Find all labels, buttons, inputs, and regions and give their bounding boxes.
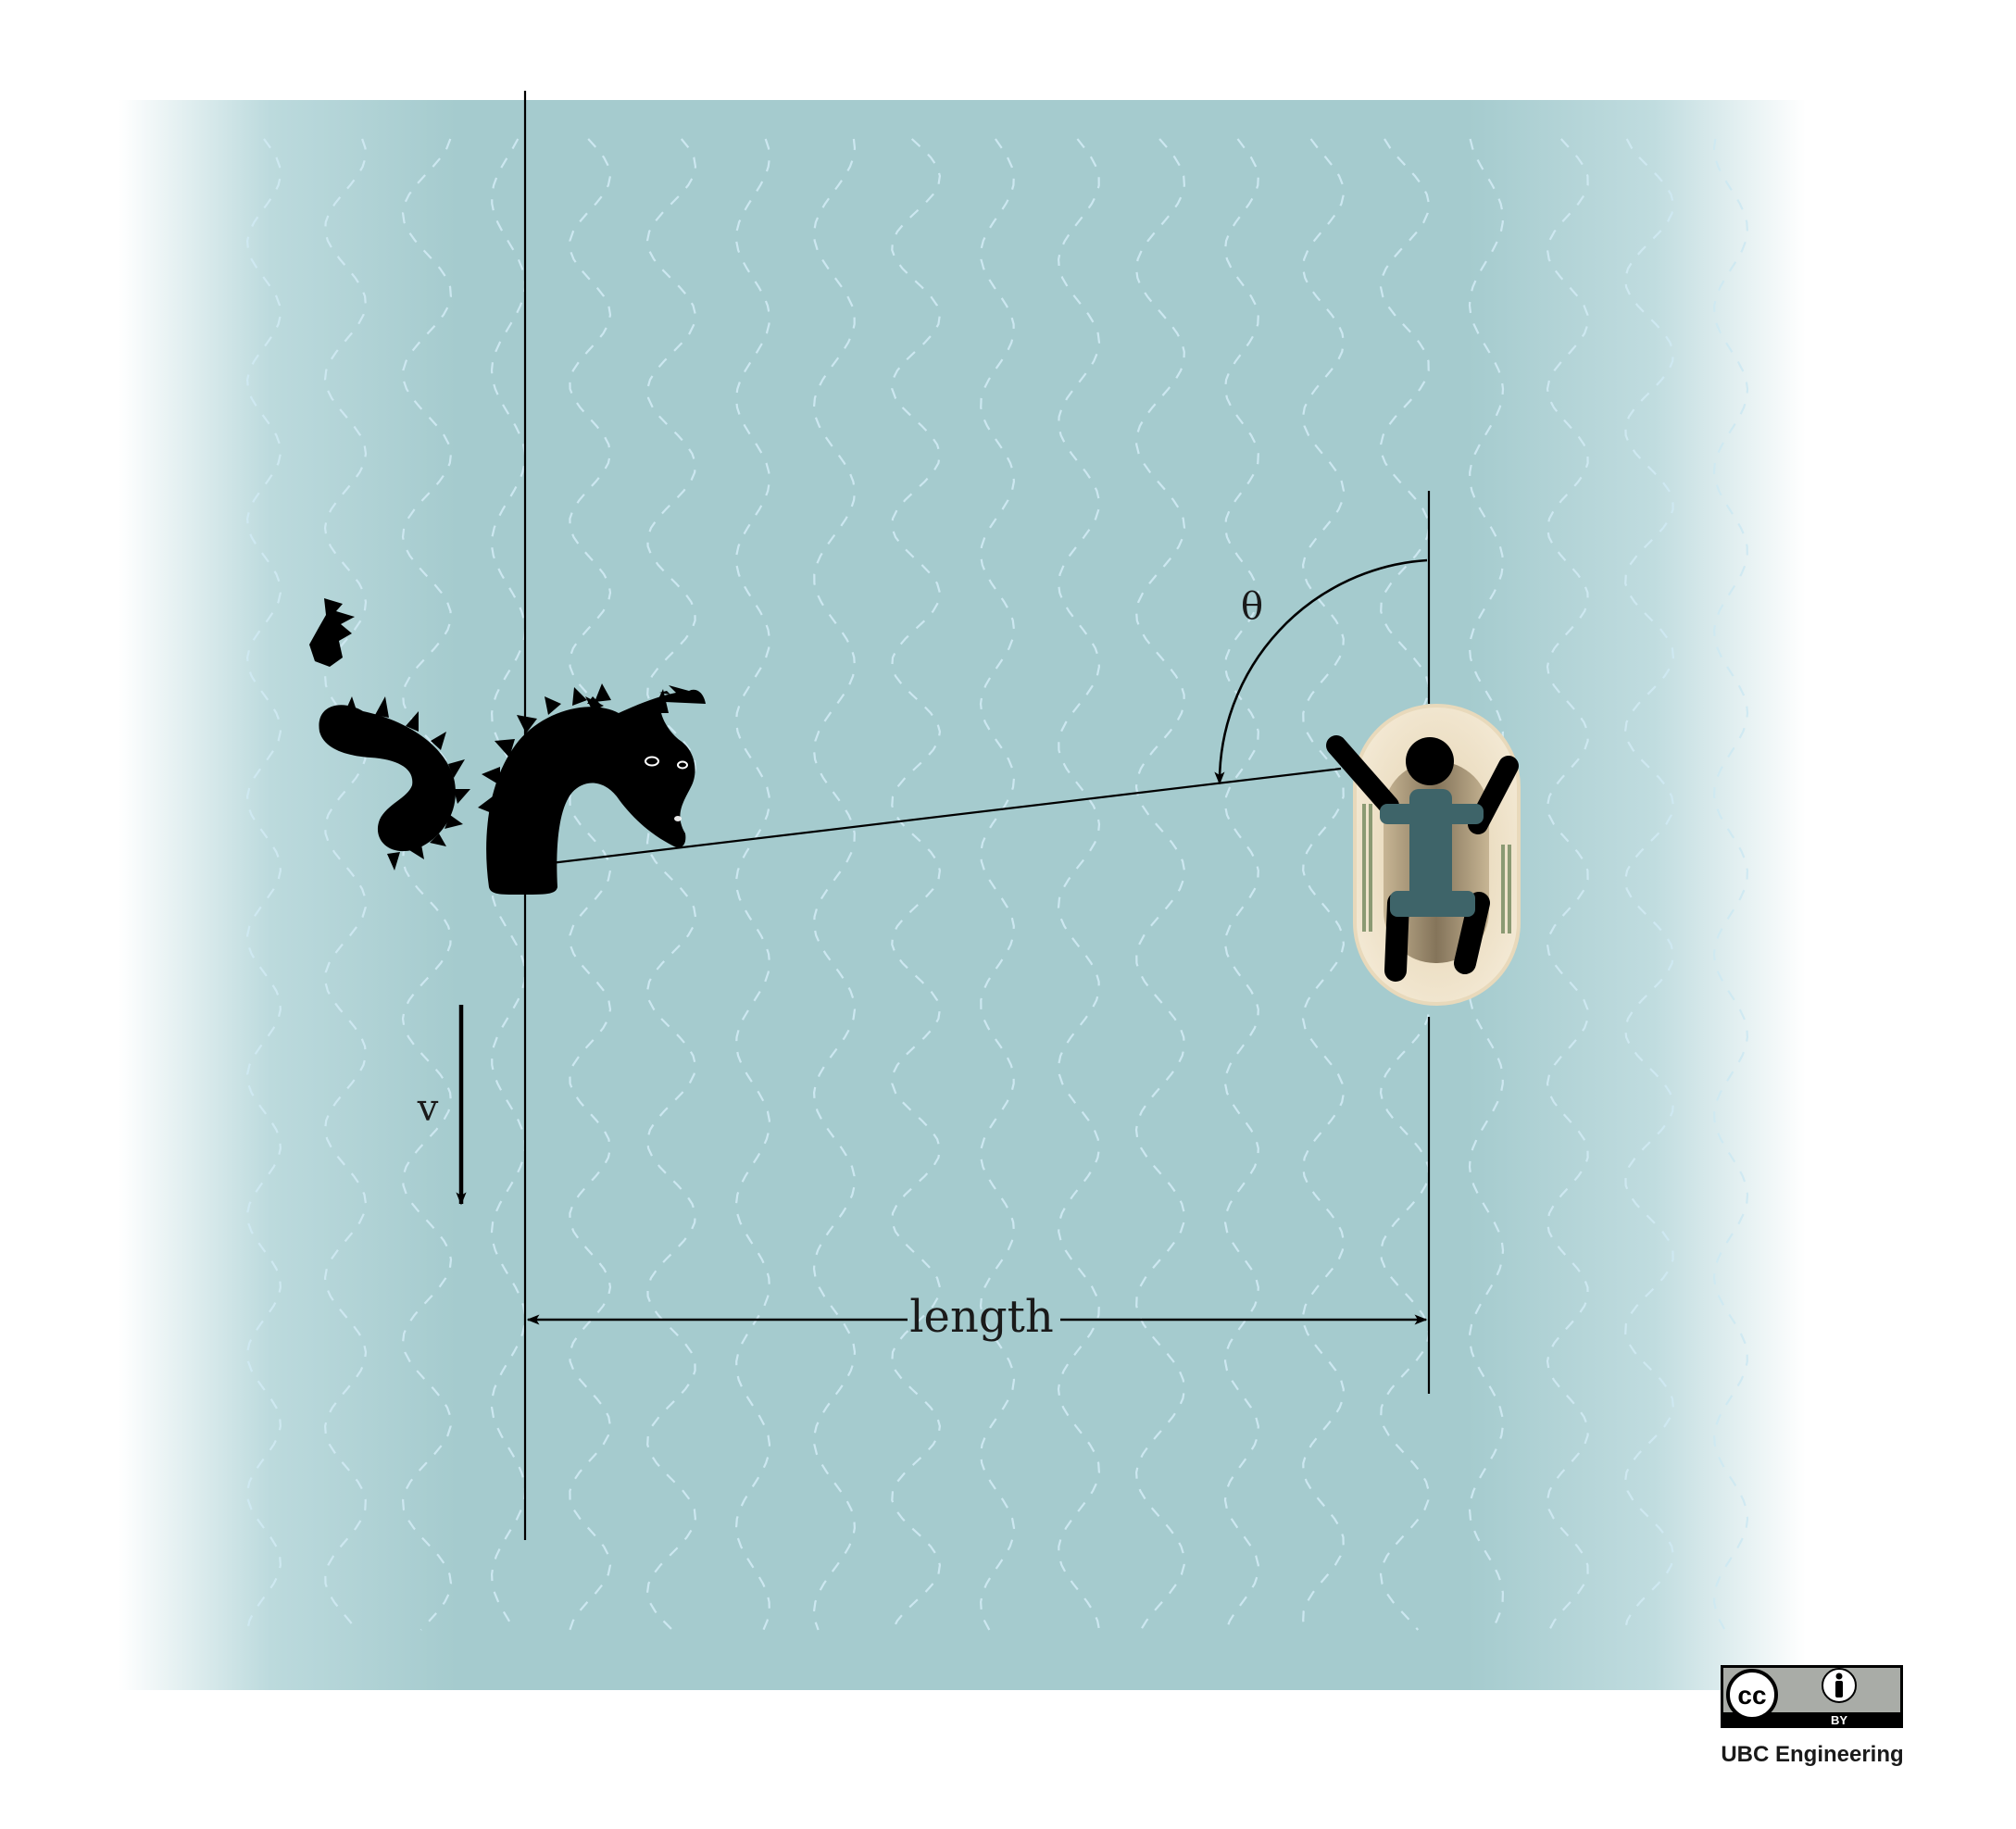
theta-label: θ	[1241, 585, 1263, 628]
length-label: length	[909, 1291, 1054, 1343]
sea-serpent-icon	[309, 598, 706, 895]
credit-text: UBC Engineering	[1721, 1742, 1903, 1767]
wave-line	[1546, 138, 1589, 1631]
person-icon	[1326, 735, 1519, 982]
wave-line	[979, 138, 1016, 1631]
serpent-nostril	[674, 816, 682, 821]
theta-angle-arc	[1214, 558, 1428, 785]
wave-line	[1223, 138, 1259, 1631]
wave-line	[401, 138, 453, 1631]
wave-line	[734, 138, 771, 1631]
cc-mark: cc	[1737, 1681, 1766, 1710]
by-mark: BY	[1831, 1713, 1847, 1727]
serpent-eyes	[645, 756, 688, 770]
wave-line	[1712, 138, 1749, 1631]
water-background	[119, 100, 1806, 1690]
wave-line	[1134, 138, 1186, 1631]
wave-line	[569, 138, 612, 1631]
velocity-label: v	[417, 1087, 439, 1130]
cc-by-badge-icon: cc BY	[1721, 1665, 1903, 1728]
tow-line	[550, 767, 1342, 865]
wave-line	[1301, 138, 1346, 1631]
wave-line	[245, 138, 282, 1631]
wave-line	[1623, 138, 1675, 1631]
wave-line	[1468, 138, 1505, 1631]
wave-line	[1057, 138, 1101, 1631]
